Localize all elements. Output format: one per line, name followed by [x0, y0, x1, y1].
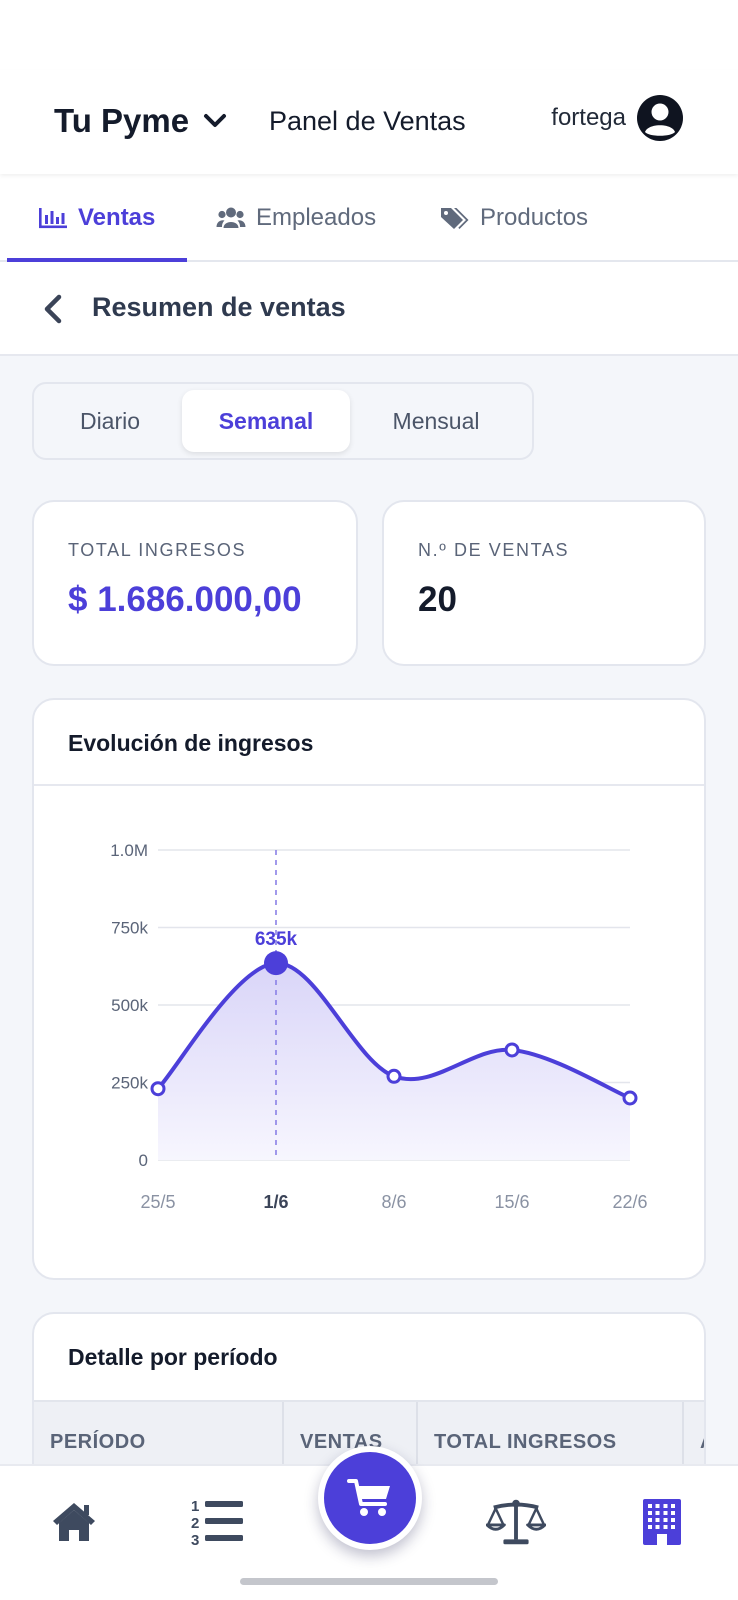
- highlight-value-label: 635k: [255, 929, 298, 950]
- tab-ventas-label: Ventas: [78, 204, 156, 231]
- tab-empleados-label: Empleados: [256, 204, 377, 231]
- total-income-card: TOTAL INGRESOS $ 1.686.000,00: [32, 500, 358, 666]
- bar-chart-icon: [39, 208, 67, 229]
- page-title: Resumen de ventas: [92, 292, 346, 322]
- y-tick-label: 0: [139, 1151, 148, 1170]
- data-point: [622, 1090, 638, 1106]
- data-point: [504, 1042, 520, 1058]
- tab-ventas[interactable]: Ventas: [38, 174, 155, 262]
- nav-list[interactable]: 1 2 3: [188, 1492, 248, 1552]
- income-chart-card: Evolución de ingresos 0 250k 500k 750k 1.0M 6…: [32, 698, 706, 1280]
- cart-button[interactable]: [318, 1446, 422, 1550]
- column-header-periodo[interactable]: PERÍODO: [34, 1402, 284, 1482]
- user-avatar-icon: [637, 95, 683, 141]
- total-income-value: $ 1.686.000,00: [68, 580, 302, 619]
- user-menu[interactable]: fortega: [551, 94, 684, 142]
- brand-name: Tu Pyme: [54, 102, 190, 139]
- series-line: [156, 961, 632, 1100]
- username: fortega: [551, 104, 626, 131]
- page-header: Resumen de ventas: [0, 262, 738, 356]
- tab-productos[interactable]: Productos: [440, 174, 588, 262]
- column-header-total-ingresos[interactable]: TOTAL INGRESOS: [418, 1402, 684, 1482]
- status-bar: [0, 0, 738, 70]
- active-tab-indicator: [7, 258, 187, 262]
- highlight-point: [264, 951, 288, 976]
- nav-balance[interactable]: [486, 1492, 546, 1552]
- app-bar: Tu Pyme Panel de Ventas fortega: [0, 70, 738, 174]
- users-icon: [216, 207, 246, 228]
- svg-text:1: 1: [191, 1498, 199, 1515]
- chart-title: Evolución de ingresos: [68, 730, 314, 756]
- svg-text:2: 2: [191, 1515, 199, 1532]
- y-tick-label: 1.0M: [110, 841, 148, 860]
- chevron-down-icon: [204, 114, 227, 127]
- back-arrow-icon[interactable]: [38, 292, 68, 326]
- x-tick-label: 25/5: [140, 1192, 175, 1212]
- x-tick-label: 15/6: [494, 1192, 529, 1212]
- home-icon: [53, 1503, 95, 1541]
- column-header-extra[interactable]: A: [684, 1402, 704, 1482]
- nav-company[interactable]: [632, 1492, 692, 1552]
- y-tick-label: 750k: [111, 919, 148, 938]
- total-income-label: TOTAL INGRESOS: [68, 540, 247, 560]
- nav-home[interactable]: [44, 1492, 104, 1552]
- cart-icon: [347, 1479, 390, 1516]
- balance-scale-icon: [486, 1499, 546, 1545]
- y-tick-label: 250k: [111, 1074, 148, 1093]
- period-mensual-button[interactable]: Mensual: [392, 407, 480, 434]
- period-semanal-button[interactable]: Semanal: [182, 390, 350, 452]
- x-tick-label: 1/6: [263, 1192, 288, 1212]
- y-tick-label: 500k: [111, 996, 148, 1015]
- detail-title: Detalle por período: [68, 1344, 278, 1370]
- period-selector: Diario Semanal Mensual: [32, 382, 534, 460]
- tab-empleados[interactable]: Empleados: [216, 174, 376, 262]
- data-point: [386, 1068, 402, 1084]
- period-diario-button[interactable]: Diario: [79, 407, 141, 434]
- x-tick-label: 22/6: [612, 1192, 647, 1212]
- income-line-chart: 0 250k 500k 750k 1.0M 635k 25/5 1/6 8/6 15/6 22/6: [110, 841, 647, 1212]
- tags-icon: [441, 208, 469, 229]
- tab-productos-label: Productos: [480, 204, 589, 231]
- home-indicator: [240, 1578, 498, 1585]
- svg-text:3: 3: [191, 1532, 199, 1548]
- data-point: [150, 1081, 166, 1097]
- divider: [34, 784, 704, 786]
- sales-count-label: N.º DE VENTAS: [418, 540, 570, 560]
- panel-title: Panel de Ventas: [269, 106, 466, 136]
- section-tabs: Ventas Empleados Productos: [0, 174, 738, 262]
- building-icon: [643, 1499, 681, 1545]
- sales-count-value: 20: [418, 580, 457, 619]
- numbered-list-icon: 1 2 3: [191, 1498, 243, 1548]
- business-selector[interactable]: Tu Pyme: [54, 102, 227, 140]
- x-tick-label: 8/6: [381, 1192, 406, 1212]
- sales-count-card: N.º DE VENTAS 20: [382, 500, 706, 666]
